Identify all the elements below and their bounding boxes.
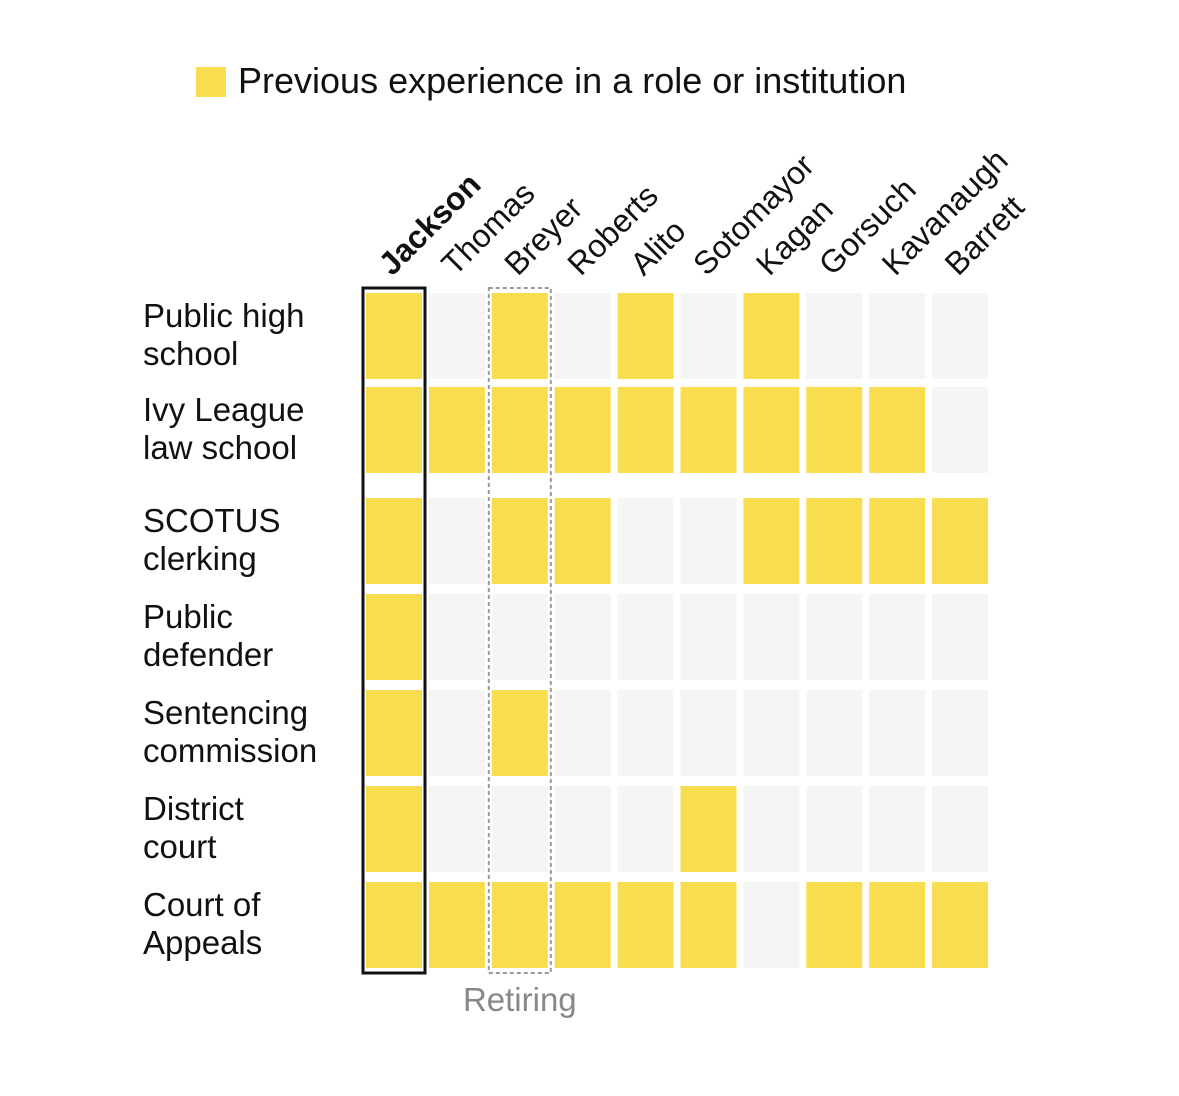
cell-public-high-school-alito — [617, 293, 674, 379]
cell-ivy-league-law-school-kagan — [743, 387, 800, 473]
cell-public-high-school-barrett — [932, 293, 989, 379]
cell-public-defender-kagan — [743, 594, 800, 680]
retiring-outline-breyer — [487, 287, 552, 974]
legend: Previous experience in a role or institu… — [196, 60, 906, 101]
cell-public-high-school-roberts — [554, 293, 611, 379]
cell-district-court-roberts — [554, 786, 611, 872]
cell-public-high-school-gorsuch — [806, 293, 863, 379]
cell-sentencing-commission-thomas — [428, 690, 485, 776]
cell-public-high-school-kavanaugh — [869, 293, 926, 379]
row-label-scotus-clerking: SCOTUS clerking — [143, 502, 281, 577]
cell-public-defender-barrett — [932, 594, 989, 680]
cell-scotus-clerking-breyer — [491, 498, 548, 584]
cell-court-of-appeals-sotomayor — [680, 882, 737, 968]
cell-scotus-clerking-gorsuch — [806, 498, 863, 584]
cell-sentencing-commission-kavanaugh — [869, 690, 926, 776]
cell-public-high-school-kagan — [743, 293, 800, 379]
highlight-outline-jackson — [361, 286, 427, 975]
cell-ivy-league-law-school-kavanaugh — [869, 387, 926, 473]
cell-sentencing-commission-kagan — [743, 690, 800, 776]
cell-scotus-clerking-alito — [617, 498, 674, 584]
cell-ivy-league-law-school-alito — [617, 387, 674, 473]
cell-district-court-sotomayor — [680, 786, 737, 872]
cell-scotus-clerking-kavanaugh — [869, 498, 926, 584]
cell-public-high-school-jackson — [366, 293, 422, 379]
cell-court-of-appeals-alito — [617, 882, 674, 968]
cell-scotus-clerking-sotomayor — [680, 498, 737, 584]
cell-ivy-league-law-school-roberts — [554, 387, 611, 473]
cell-sentencing-commission-sotomayor — [680, 690, 737, 776]
cell-sentencing-commission-breyer — [491, 690, 548, 776]
cell-scotus-clerking-jackson — [366, 498, 422, 584]
cell-court-of-appeals-barrett — [932, 882, 989, 968]
cell-district-court-jackson — [366, 786, 422, 872]
cell-public-defender-breyer — [491, 594, 548, 680]
cell-ivy-league-law-school-jackson — [366, 387, 422, 473]
cell-public-defender-alito — [617, 594, 674, 680]
row-label-district-court: District court — [143, 790, 244, 865]
cell-ivy-league-law-school-barrett — [932, 387, 989, 473]
cell-court-of-appeals-gorsuch — [806, 882, 863, 968]
cell-scotus-clerking-roberts — [554, 498, 611, 584]
cell-ivy-league-law-school-sotomayor — [680, 387, 737, 473]
cell-district-court-barrett — [932, 786, 989, 872]
cell-public-defender-roberts — [554, 594, 611, 680]
legend-swatch — [196, 67, 226, 97]
legend-label: Previous experience in a role or institu… — [238, 60, 906, 101]
cell-ivy-league-law-school-gorsuch — [806, 387, 863, 473]
cell-court-of-appeals-breyer — [491, 882, 548, 968]
row-label-public-defender: Public defender — [143, 598, 273, 673]
cell-sentencing-commission-jackson — [366, 690, 422, 776]
cell-district-court-breyer — [491, 786, 548, 872]
cell-public-defender-gorsuch — [806, 594, 863, 680]
cell-public-high-school-breyer — [491, 293, 548, 379]
cell-court-of-appeals-kagan — [743, 882, 800, 968]
cell-district-court-thomas — [428, 786, 485, 872]
cell-public-high-school-sotomayor — [680, 293, 737, 379]
cell-district-court-kavanaugh — [869, 786, 926, 872]
cell-district-court-kagan — [743, 786, 800, 872]
row-label-sentencing-commission: Sentencing commission — [143, 694, 317, 769]
cell-public-defender-sotomayor — [680, 594, 737, 680]
cell-district-court-alito — [617, 786, 674, 872]
cell-sentencing-commission-alito — [617, 690, 674, 776]
retiring-label: Retiring — [463, 981, 577, 1018]
cell-scotus-clerking-barrett — [932, 498, 989, 584]
cell-district-court-gorsuch — [806, 786, 863, 872]
column-labels: JacksonThomasBreyerRobertsAlitoSotomayor… — [371, 142, 1031, 282]
cell-court-of-appeals-thomas — [428, 882, 485, 968]
row-label-ivy-league-law-school: Ivy League law school — [143, 391, 304, 466]
grid-cells — [366, 293, 989, 968]
cell-sentencing-commission-barrett — [932, 690, 989, 776]
cell-scotus-clerking-kagan — [743, 498, 800, 584]
cell-ivy-league-law-school-breyer — [491, 387, 548, 473]
row-label-court-of-appeals: Court of Appeals — [143, 886, 262, 961]
cell-scotus-clerking-thomas — [428, 498, 485, 584]
cell-sentencing-commission-gorsuch — [806, 690, 863, 776]
cell-court-of-appeals-jackson — [366, 882, 422, 968]
column-outlines: Retiring — [361, 286, 577, 1018]
cell-court-of-appeals-kavanaugh — [869, 882, 926, 968]
cell-public-defender-jackson — [366, 594, 422, 680]
cell-sentencing-commission-roberts — [554, 690, 611, 776]
cell-public-defender-thomas — [428, 594, 485, 680]
row-labels: Public high school Ivy League law school SCO… — [143, 297, 317, 961]
row-label-public-high-school: Public high school — [143, 297, 304, 372]
cell-public-defender-kavanaugh — [869, 594, 926, 680]
cell-court-of-appeals-roberts — [554, 882, 611, 968]
cell-public-high-school-thomas — [428, 293, 485, 379]
cell-ivy-league-law-school-thomas — [428, 387, 485, 473]
